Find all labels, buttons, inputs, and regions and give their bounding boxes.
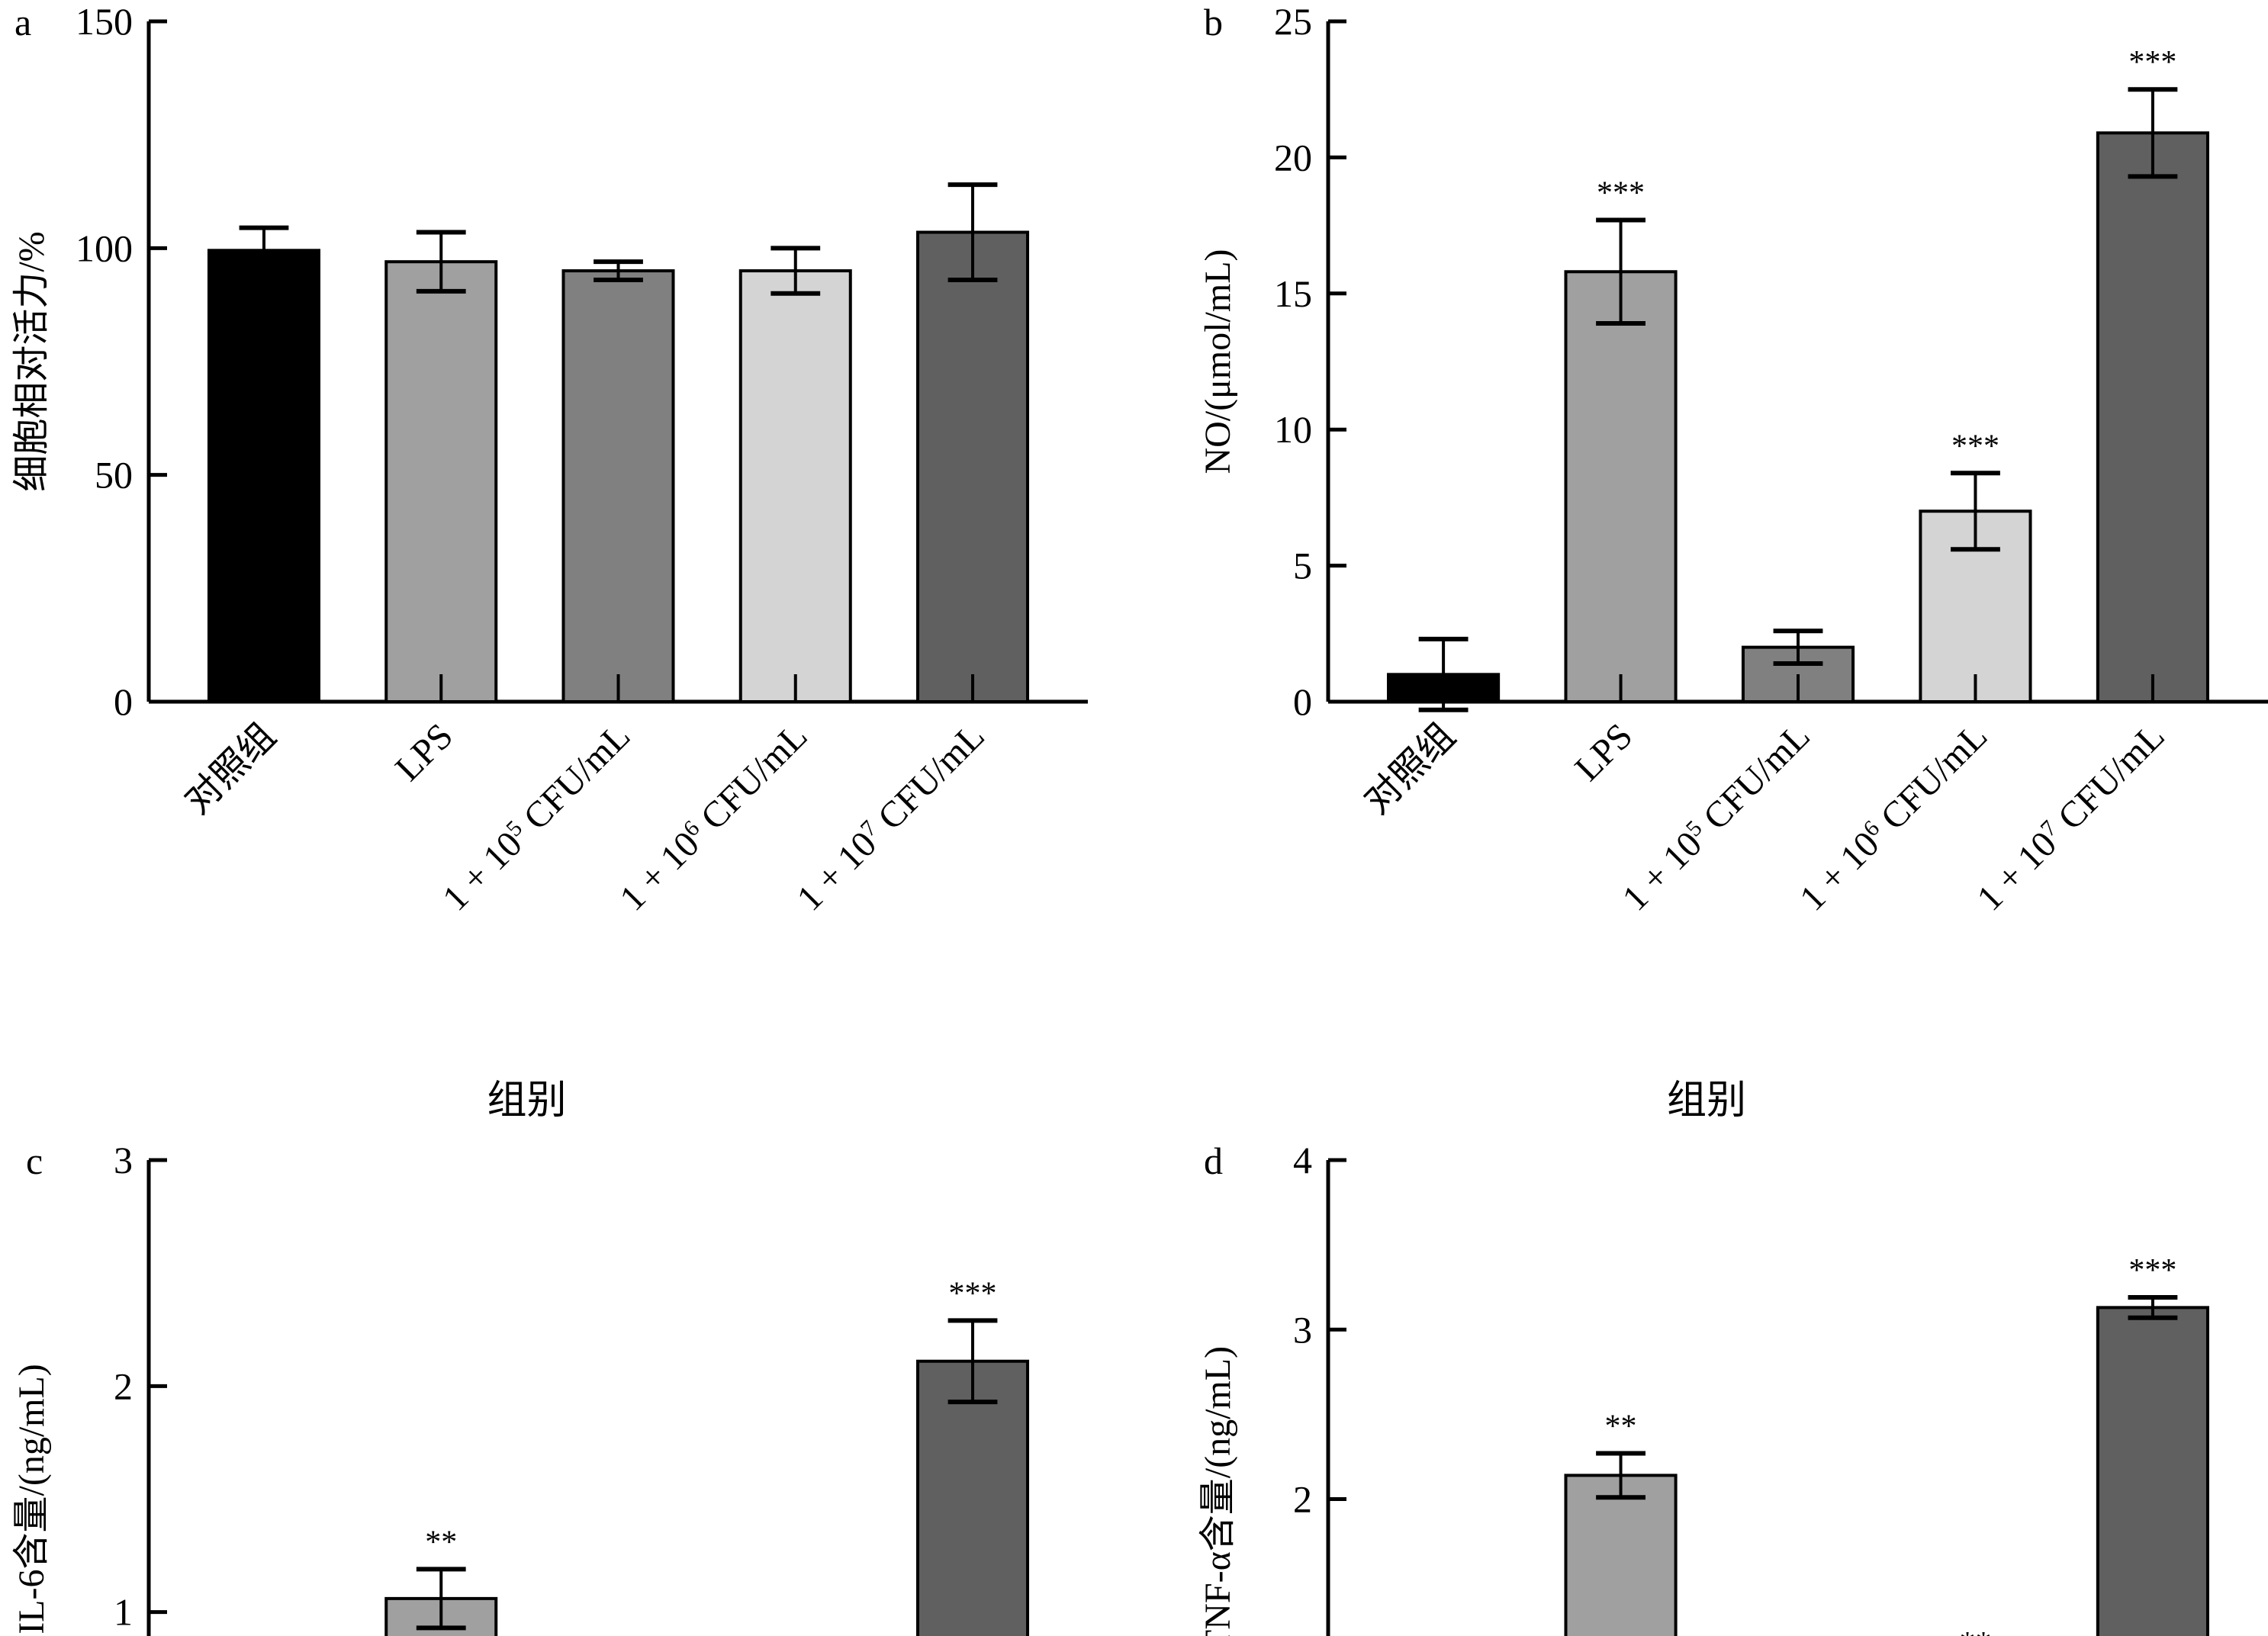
panel-letter: c xyxy=(26,1139,43,1182)
y-tick-label: 15 xyxy=(1274,272,1312,315)
y-tick-label: 4 xyxy=(1293,1139,1312,1181)
panel-letter: b xyxy=(1204,1,1223,43)
y-tick-label: 3 xyxy=(1293,1308,1312,1351)
y-tick-label: 10 xyxy=(1274,408,1312,451)
significance-label: *** xyxy=(2128,1253,2176,1288)
x-category-label: 对照组 xyxy=(177,715,283,821)
significance-label: ** xyxy=(1605,1409,1637,1444)
significance-label: *** xyxy=(2128,45,2176,80)
x-category-label: 1 + 105 CFU/mL xyxy=(1614,715,1818,919)
significance-label: *** xyxy=(1951,429,1999,464)
bar xyxy=(561,269,675,704)
y-tick-label: 0 xyxy=(114,680,133,723)
x-category-label: LPS xyxy=(1567,715,1640,789)
x-category-label: LPS xyxy=(388,715,461,789)
y-tick-label: 0 xyxy=(1293,680,1312,723)
x-category-label: 1 + 107 CFU/mL xyxy=(789,715,992,919)
y-tick-label: 50 xyxy=(95,454,133,497)
bar xyxy=(1564,270,1678,704)
significance-label: *** xyxy=(949,1276,997,1311)
x-category-label: 1 + 106 CFU/mL xyxy=(612,715,816,919)
y-tick-label: 2 xyxy=(114,1364,133,1407)
y-tick-label: 25 xyxy=(1274,0,1312,43)
significance-label: ** xyxy=(425,1525,457,1560)
y-axis-label: TNF-α含量/(ng/mL) xyxy=(1198,1346,1238,1636)
panel-letter: a xyxy=(14,1,31,43)
y-tick-label: 20 xyxy=(1274,136,1312,178)
y-axis-label: 细胞相对活力/% xyxy=(11,231,52,491)
significance-label: ** xyxy=(1959,1626,1991,1636)
bar xyxy=(384,260,498,703)
panel-letter: d xyxy=(1204,1139,1223,1182)
bar xyxy=(738,269,852,704)
x-category-label: 1 + 106 CFU/mL xyxy=(1792,715,1996,919)
y-tick-label: 3 xyxy=(114,1139,133,1181)
bar xyxy=(916,230,1030,703)
x-category-label: 对照组 xyxy=(1357,715,1463,821)
x-category-label: 1 + 107 CFU/mL xyxy=(1969,715,2173,919)
y-tick-label: 150 xyxy=(76,0,133,43)
significance-label: *** xyxy=(1597,175,1645,211)
y-axis-label: NO/(μmol/mL) xyxy=(1198,249,1238,474)
bar xyxy=(2096,131,2209,703)
x-category-label: 1 + 105 CFU/mL xyxy=(435,715,639,919)
x-axis-label: 组别 xyxy=(1667,1079,1746,1123)
y-axis-label: IL-6含量/(ng/mL) xyxy=(11,1364,52,1634)
x-axis-label: 组别 xyxy=(487,1079,566,1123)
y-tick-label: 5 xyxy=(1293,545,1312,587)
bar xyxy=(916,1359,1030,1636)
bar xyxy=(2096,1306,2209,1636)
bar xyxy=(207,249,320,704)
y-tick-label: 100 xyxy=(76,227,133,269)
y-tick-label: 1 xyxy=(114,1591,133,1634)
y-tick-label: 2 xyxy=(1293,1478,1312,1521)
